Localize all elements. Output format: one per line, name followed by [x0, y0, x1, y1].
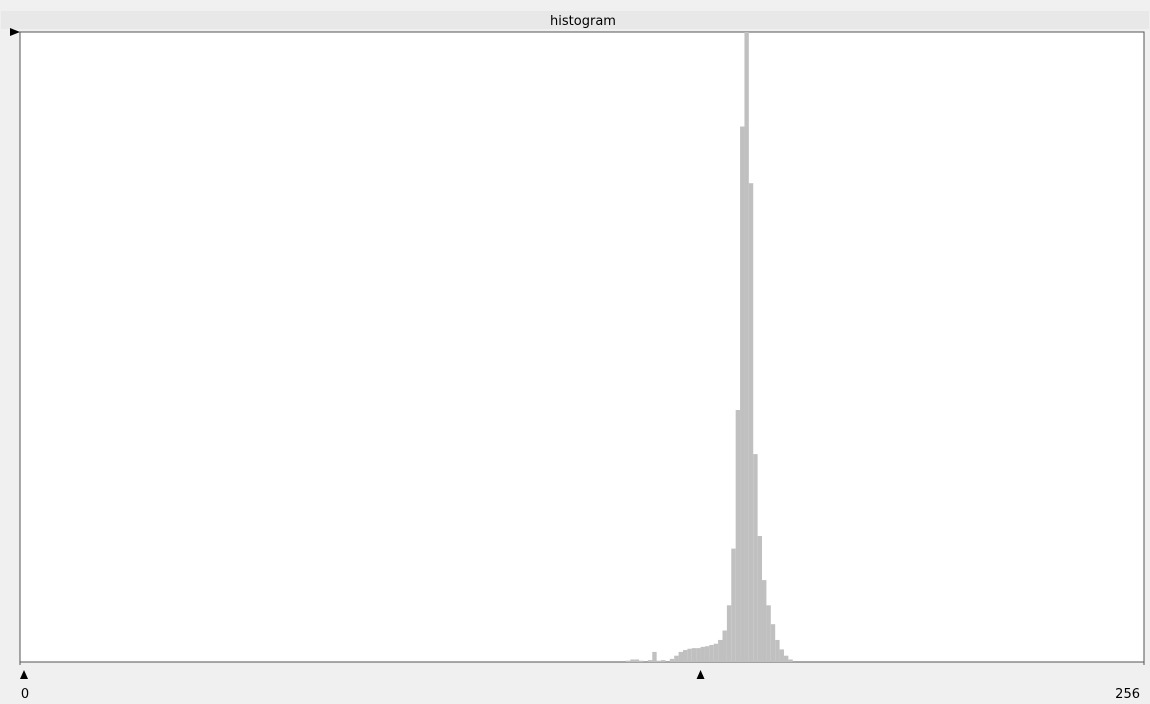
bar — [652, 651, 657, 662]
bar — [722, 630, 727, 662]
bar — [704, 646, 710, 662]
bar — [726, 605, 732, 662]
bar — [748, 183, 754, 662]
bar — [700, 646, 705, 662]
plot-area — [19, 31, 1145, 663]
bar — [709, 644, 714, 662]
bar — [770, 624, 776, 662]
bar — [753, 454, 758, 662]
slider-marker — [696, 670, 705, 679]
bar — [669, 658, 675, 662]
bar — [775, 639, 780, 662]
bar — [735, 410, 741, 662]
chart-title: histogram — [550, 14, 616, 29]
bar — [630, 659, 635, 662]
bar — [783, 655, 789, 662]
bar — [744, 32, 749, 662]
bar — [661, 660, 666, 662]
bar — [766, 605, 771, 662]
bar — [718, 639, 723, 662]
x-tick-label: 256 — [1115, 687, 1140, 702]
bar — [625, 660, 631, 662]
x-tick-label: 0 — [21, 687, 29, 702]
bar — [696, 648, 701, 662]
bar — [762, 580, 767, 662]
bar — [691, 648, 697, 662]
bar — [788, 659, 793, 662]
bar — [687, 648, 692, 662]
bar — [634, 659, 640, 662]
bar — [779, 649, 784, 662]
slider-marker — [20, 670, 28, 679]
bar — [682, 650, 688, 662]
bar — [647, 660, 653, 662]
bar — [656, 660, 662, 662]
bar — [674, 655, 679, 662]
bar — [713, 643, 719, 662]
bar — [639, 660, 644, 662]
bar — [731, 548, 736, 662]
max-marker — [10, 28, 20, 36]
bar — [757, 536, 763, 662]
bar — [678, 651, 683, 662]
bar — [740, 126, 745, 662]
title-bar — [1, 11, 1149, 29]
